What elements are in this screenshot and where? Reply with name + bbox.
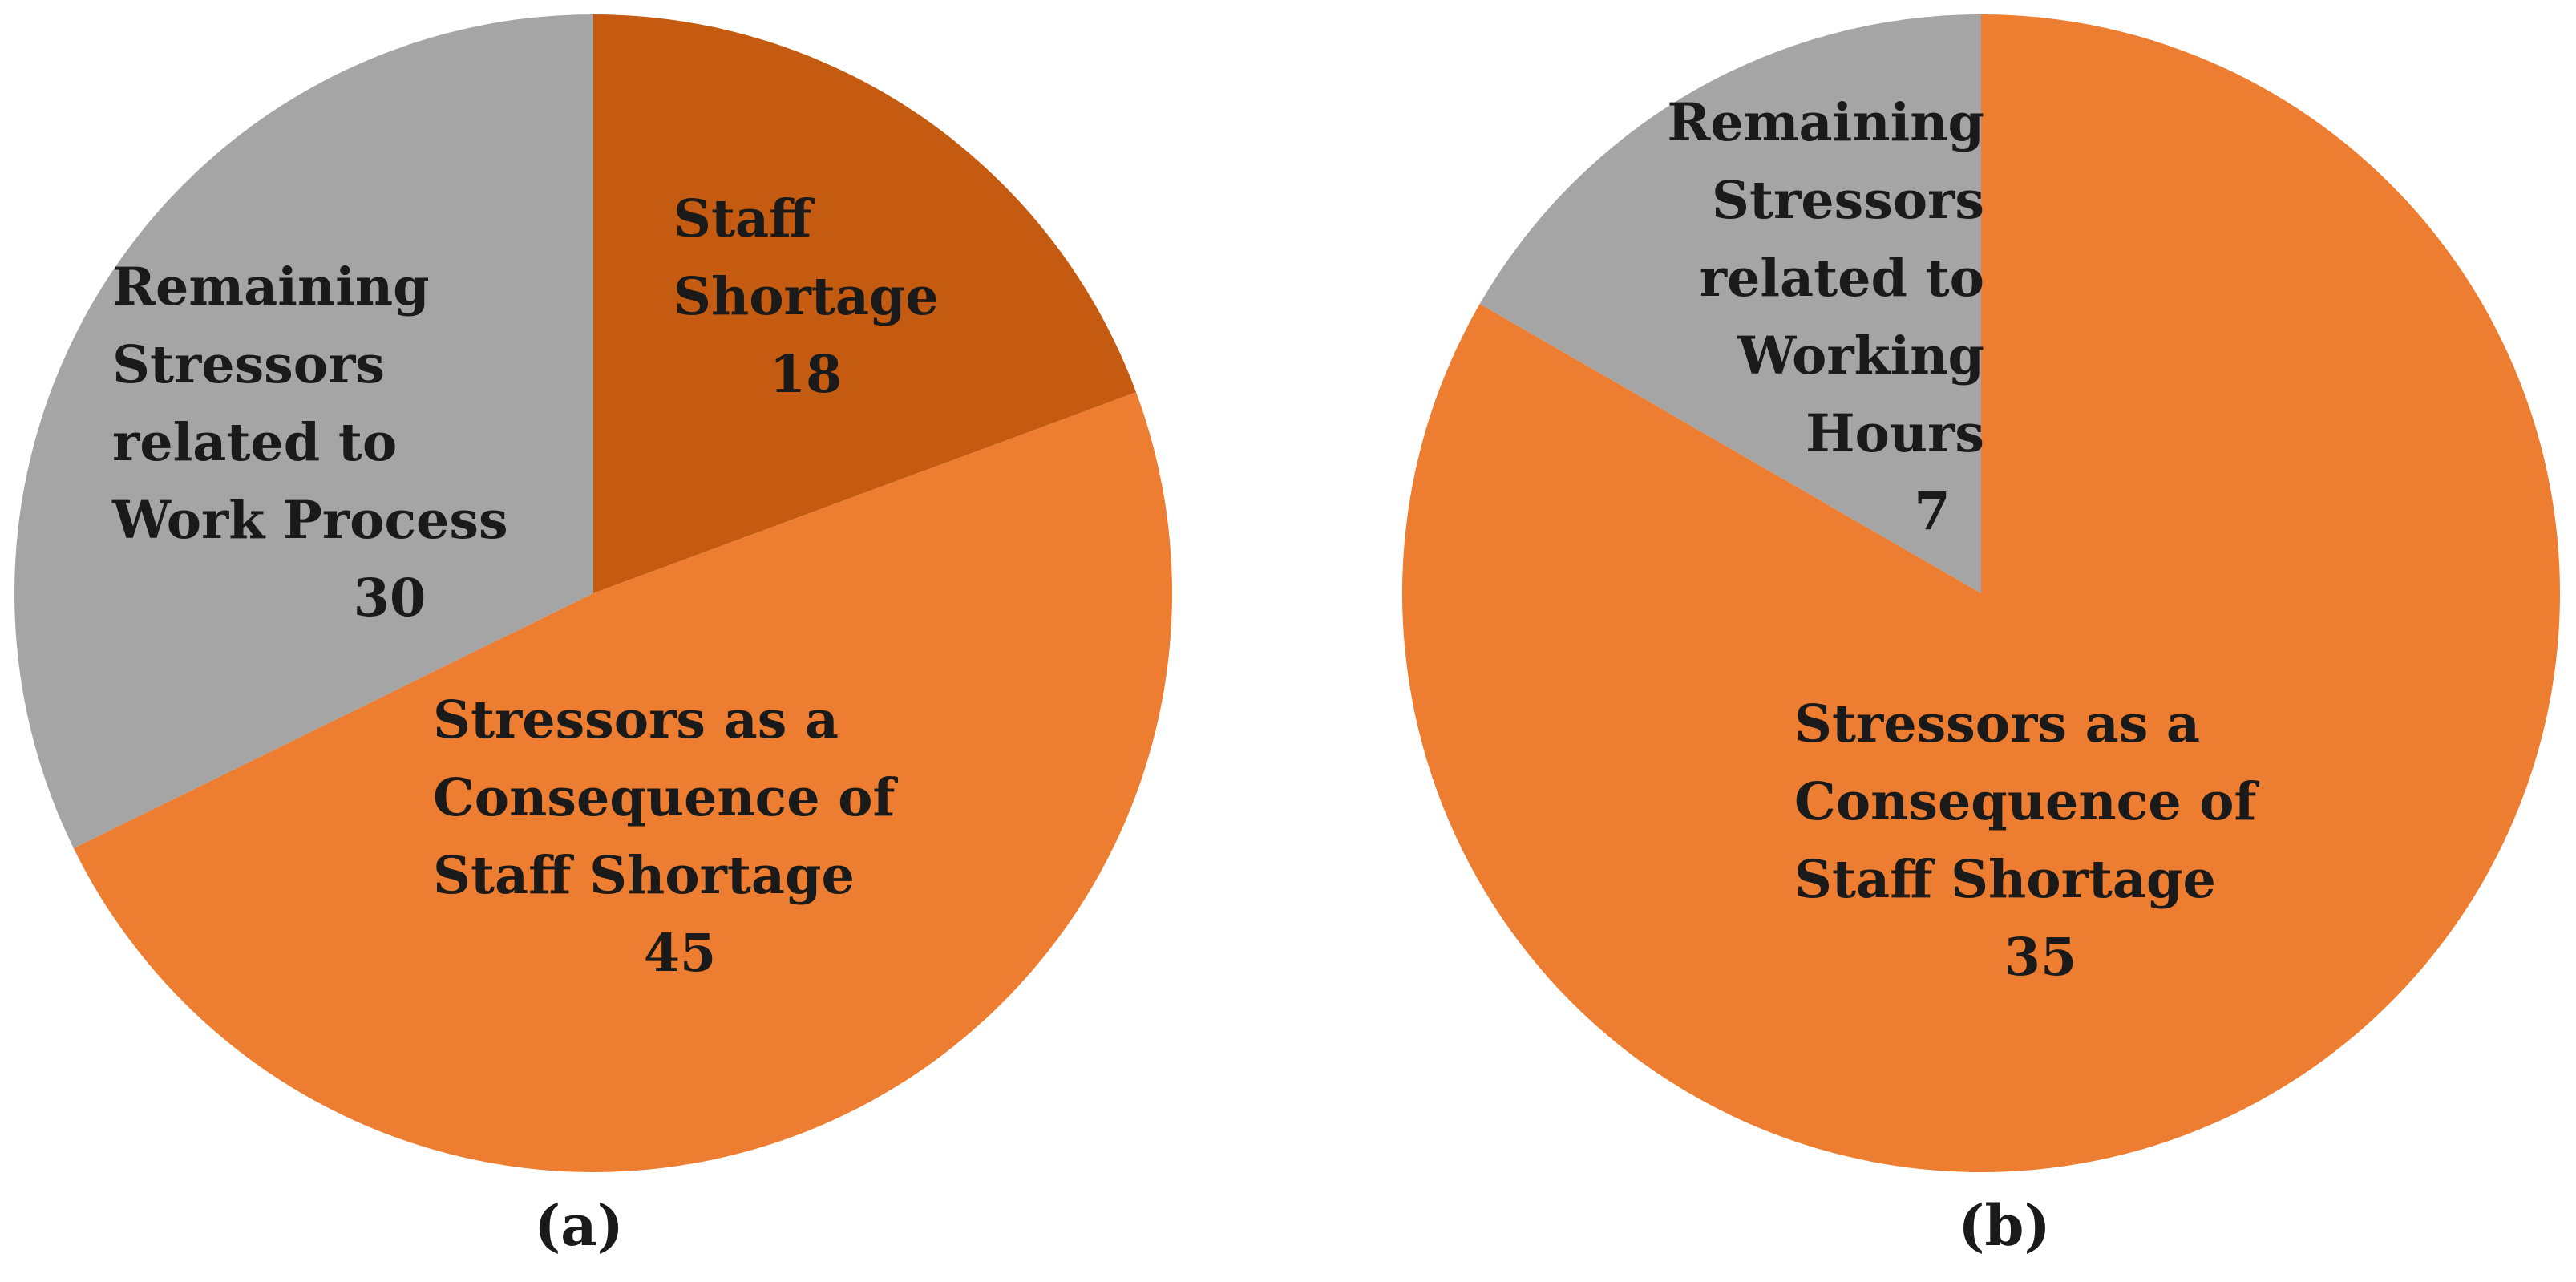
slice-label-line-1-1-3: Working — [1737, 326, 1984, 386]
pie-chart-b: Stressors as a Consequence of Staff Shorta… — [1402, 14, 2561, 1172]
pie-chart-a: Staff Shortage 18 Stressors as a Consequence… — [14, 14, 1172, 1172]
slice-label-line-1-1-4: Hours — [1806, 403, 1984, 464]
slice-label-line-0-2-2: related to — [112, 412, 397, 473]
pie-slice-0-2 — [14, 14, 594, 848]
panel-label-a: (a) — [534, 1192, 624, 1259]
panel-label-b: (b) — [1958, 1192, 2050, 1259]
slice-label-1-1: Remaining Stressors related to Working Hours… — [1667, 92, 1984, 542]
pie-slice-0-0 — [593, 14, 1137, 593]
slice-label-line-0-0-0: Staff — [673, 188, 815, 249]
slice-label-0-0: Staff Shortage 18 — [673, 188, 939, 405]
slice-label-line-0-2-1: Stressors — [112, 334, 385, 395]
slice-label-line-0-2-0: Remaining — [112, 257, 430, 317]
slice-value-1-0: 35 — [2004, 927, 2077, 988]
slice-value-0-2: 30 — [354, 568, 426, 629]
pie-slice-1-1 — [1479, 14, 1981, 593]
slice-label-line-1-1-0: Remaining — [1667, 92, 1984, 153]
slice-label-0-1: Stressors as a Consequence of Staff Shorta… — [433, 690, 899, 984]
slice-value-0-0: 18 — [770, 344, 842, 405]
slice-value-0-1: 45 — [644, 923, 716, 984]
slice-label-line-1-0-0: Stressors as a — [1794, 694, 2200, 754]
slice-label-line-0-1-2: Staff Shortage — [433, 845, 855, 906]
pie-slice-0-1 — [73, 392, 1172, 1172]
slice-label-line-0-1-0: Stressors as a — [433, 690, 839, 750]
slice-label-line-0-0-1: Shortage — [673, 266, 939, 327]
slice-value-1-1: 7 — [1914, 481, 1950, 542]
slice-label-line-1-0-1: Consequence of — [1794, 771, 2260, 832]
pie-slice-1-0 — [1402, 14, 2561, 1172]
slice-label-line-1-0-2: Staff Shortage — [1794, 849, 2216, 910]
slice-label-line-0-1-1: Consequence of — [433, 767, 899, 828]
slice-label-0-2: Remaining Stressors related to Work Process… — [111, 257, 508, 629]
slice-label-line-0-2-3: Work Process — [111, 490, 508, 551]
slice-label-line-1-1-2: related to — [1700, 248, 1984, 309]
slice-label-1-0: Stressors as a Consequence of Staff Shorta… — [1794, 694, 2260, 988]
slice-label-line-1-1-1: Stressors — [1712, 170, 1984, 231]
